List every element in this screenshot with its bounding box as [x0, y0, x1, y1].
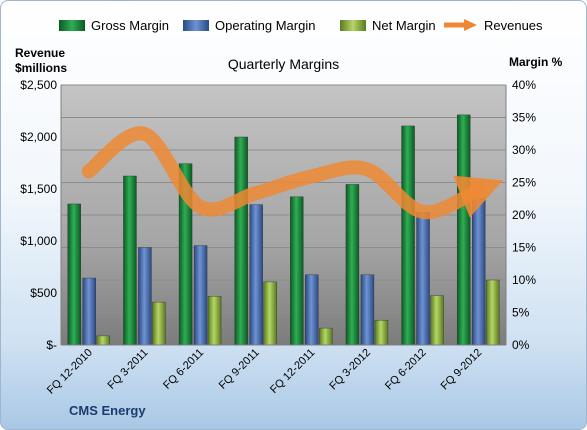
- gross-margin-bar: [290, 196, 304, 346]
- category-label: FQ 3-2011: [105, 347, 150, 392]
- legend-label-net-margin: Net Margin: [372, 17, 436, 33]
- legend-swatch-net-margin: [340, 19, 366, 31]
- legend: Gross Margin Operating Margin Net Margin…: [1, 15, 586, 35]
- right-tick-label: 20%: [512, 208, 536, 222]
- left-tick-label: $1,500: [20, 182, 57, 196]
- left-tick-label: $500: [30, 286, 57, 300]
- net-margin-bar: [96, 335, 111, 346]
- legend-item-revenues: Revenues: [444, 15, 543, 35]
- gross-margin-bar: [456, 114, 471, 346]
- operating-margin-bar: [305, 274, 319, 346]
- category-label: FQ 9-2012: [439, 347, 485, 393]
- gross-margin-bar: [401, 125, 415, 346]
- operating-margin-bar: [416, 212, 430, 346]
- gross-margin-bar: [345, 184, 360, 346]
- left-tick-label: $2,500: [20, 78, 57, 92]
- operating-margin-bar: [249, 204, 263, 346]
- company-label: CMS Energy: [69, 403, 146, 418]
- net-margin-bar: [374, 320, 389, 346]
- category-label: FQ 3-2012: [327, 347, 373, 393]
- category-label: FQ 6-2011: [161, 347, 206, 392]
- left-tick-label: $2,000: [20, 130, 57, 144]
- revenues-line: [81, 126, 504, 220]
- revenue-line-layer: [81, 126, 504, 220]
- gross-margin-bar: [123, 175, 137, 346]
- operating-margin-bar: [82, 277, 97, 346]
- net-margin-bar: [319, 327, 333, 346]
- right-tick-label: 30%: [512, 143, 536, 157]
- legend-swatch-gross-margin: [59, 19, 85, 31]
- operating-margin-bar: [471, 197, 486, 346]
- net-margin-bar: [485, 279, 500, 346]
- net-margin-bar: [152, 301, 166, 346]
- category-label: FQ 6-2012: [383, 347, 429, 393]
- category-label: FQ 9-2011: [217, 347, 262, 392]
- legend-label-operating-margin: Operating Margin: [215, 17, 316, 33]
- gross-margin-bar: [67, 203, 82, 346]
- right-tick-label: 40%: [512, 78, 536, 92]
- net-margin-bar: [263, 281, 277, 346]
- right-tick-label: 5%: [512, 306, 530, 320]
- chart-title: Quarterly Margins: [227, 56, 340, 72]
- category-label: FQ 12-2011: [268, 347, 317, 396]
- legend-label-gross-margin: Gross Margin: [91, 17, 170, 33]
- operating-margin-bar: [360, 274, 375, 346]
- legend-item-operating-margin: Operating Margin: [183, 15, 315, 35]
- right-tick-label: 15%: [512, 241, 536, 255]
- left-tick-label: $1,000: [20, 234, 57, 248]
- right-tick-label: 25%: [512, 176, 536, 190]
- operating-margin-bar: [138, 247, 152, 346]
- category-label: FQ 12-2010: [45, 347, 95, 397]
- legend-swatch-revenues: [444, 19, 478, 31]
- bars: [67, 114, 500, 346]
- left-tick-label: $-: [46, 338, 57, 352]
- right-tick-label: 35%: [512, 111, 536, 125]
- legend-item-net-margin: Net Margin: [340, 15, 436, 35]
- operating-margin-bar: [193, 245, 208, 346]
- right-tick-label: 0%: [512, 338, 530, 352]
- gross-margin-bar: [234, 136, 248, 346]
- net-margin-bar: [430, 295, 444, 346]
- right-axis-title: Margin %: [509, 55, 563, 69]
- legend-label-revenues: Revenues: [484, 17, 543, 33]
- legend-item-gross-margin: Gross Margin: [59, 15, 169, 35]
- net-margin-bar: [207, 296, 222, 346]
- right-tick-label: 10%: [512, 273, 536, 287]
- left-axis-title: Revenue $millions: [15, 46, 68, 75]
- legend-swatch-operating-margin: [183, 19, 209, 31]
